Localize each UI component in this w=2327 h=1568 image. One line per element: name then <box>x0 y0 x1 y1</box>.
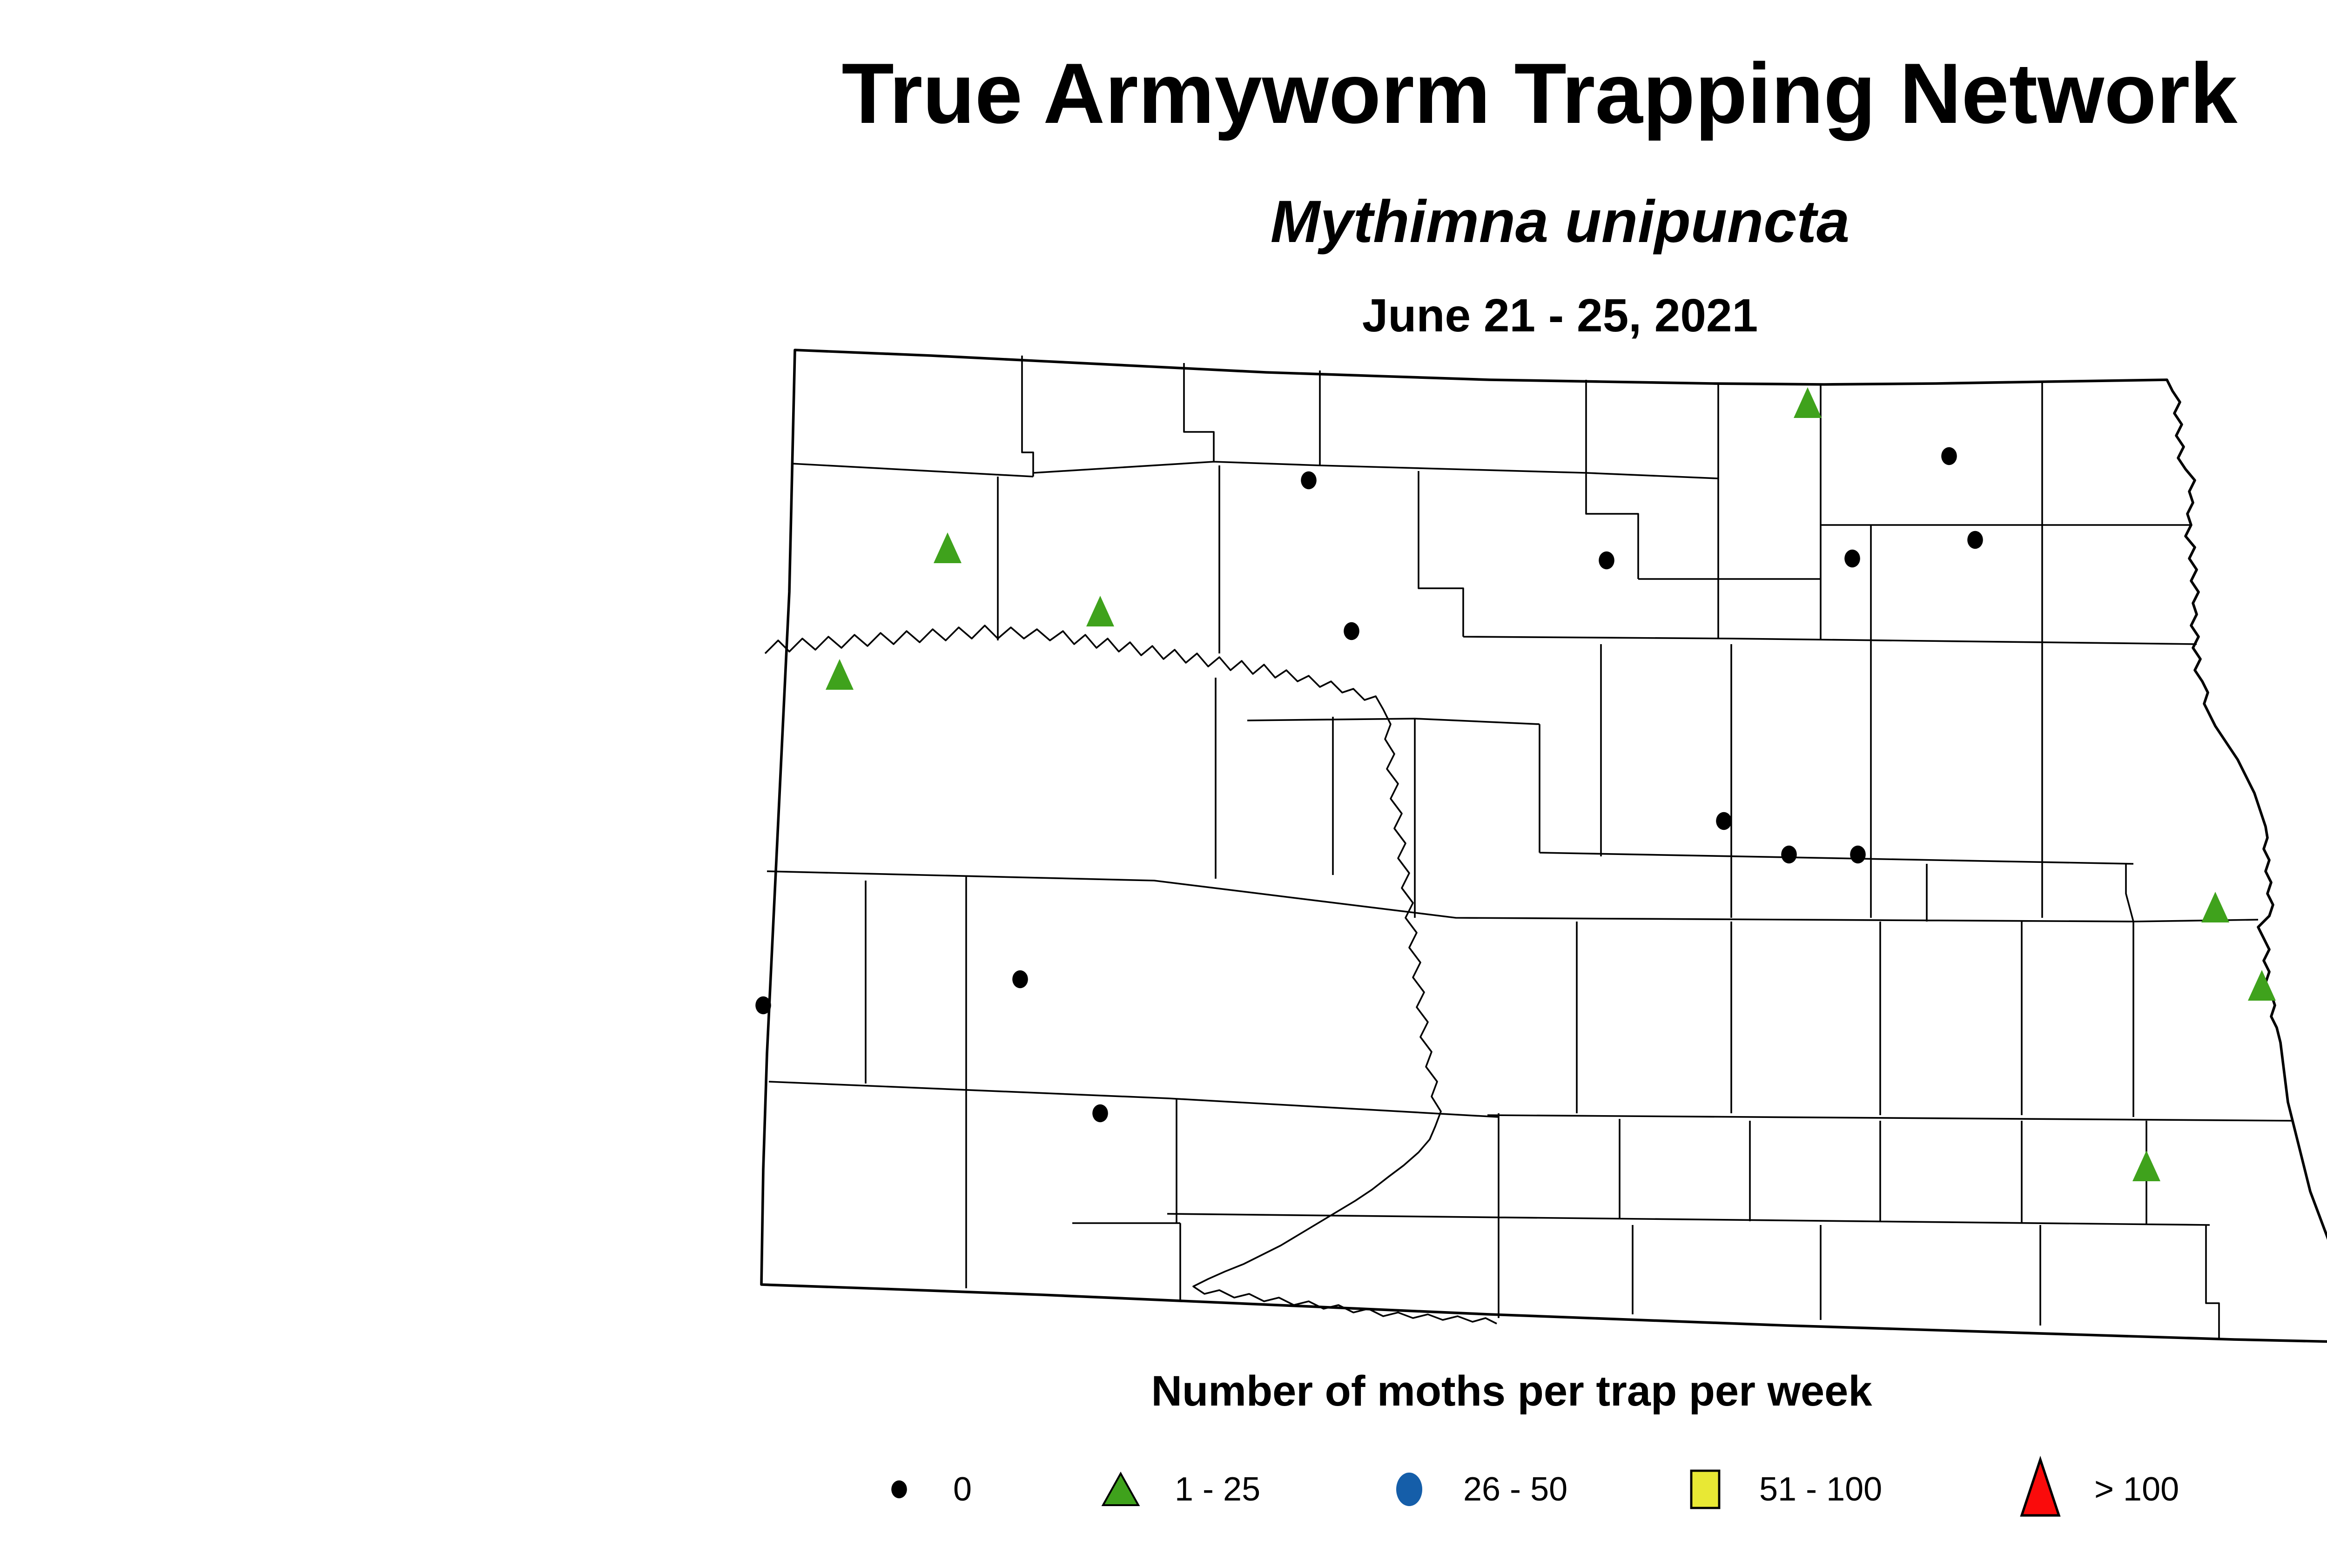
legend: 0 1 - 25 26 - 50 51 - 100 > 100 <box>0 1448 2327 1530</box>
legend-item-label: > 100 <box>2094 1470 2179 1507</box>
legend-title: Number of moths per trap per week <box>1151 1366 1872 1415</box>
legend-item-label: 0 <box>953 1470 972 1507</box>
trap-site-low-count-triangle-icon <box>934 532 962 563</box>
trap-site-zero-dot-icon <box>1344 622 1359 640</box>
date-range: June 21 - 25, 2021 <box>1362 290 1758 343</box>
page-title: True Armyworm Trapping Network <box>841 45 2238 141</box>
high-count-square-icon <box>1690 1469 1721 1509</box>
trap-site-zero-dot-icon <box>1301 471 1317 490</box>
legend-item: 0 <box>862 1448 972 1530</box>
trap-site-zero-dot-icon <box>1941 447 1957 465</box>
trap-site-low-count-triangle-icon <box>2201 892 2229 922</box>
legend-item: > 100 <box>2003 1448 2179 1530</box>
trap-site-zero-dot-icon <box>1092 1104 1108 1123</box>
trap-site-zero-dot-icon <box>755 996 771 1015</box>
trap-site-low-count-triangle-icon <box>2132 1151 2160 1181</box>
zero-dot-icon <box>891 1480 907 1499</box>
legend-item-label: 1 - 25 <box>1175 1470 1261 1507</box>
low-count-triangle-icon <box>1101 1471 1140 1506</box>
trap-site-zero-dot-icon <box>1012 970 1028 989</box>
very-high-count-triangle-icon <box>2020 1455 2061 1517</box>
mid-count-circle-icon <box>1396 1473 1422 1506</box>
state-outline <box>760 349 2327 1343</box>
legend-item-label: 26 - 50 <box>1463 1470 1568 1507</box>
trap-site-markers <box>755 387 2276 1181</box>
missouri-river <box>764 625 1497 1325</box>
legend-item: 1 - 25 <box>1083 1448 1260 1530</box>
trap-site-low-count-triangle-icon <box>826 659 854 690</box>
trap-site-zero-dot-icon <box>1716 812 1732 830</box>
species-subtitle: Mythimna unipuncta <box>1270 188 1850 255</box>
trap-site-zero-dot-icon <box>1844 549 1860 568</box>
legend-item: 26 - 50 <box>1372 1448 1567 1530</box>
trap-site-low-count-triangle-icon <box>2248 970 2276 1001</box>
trap-site-zero-dot-icon <box>1781 845 1797 864</box>
legend-item-label: 51 - 100 <box>1759 1470 1883 1507</box>
county-boundaries <box>767 356 2292 1339</box>
trap-site-low-count-triangle-icon <box>1794 387 1822 418</box>
trap-site-zero-dot-icon <box>1967 531 1983 549</box>
trap-site-low-count-triangle-icon <box>1086 596 1114 626</box>
trap-site-zero-dot-icon <box>1850 845 1866 864</box>
trap-site-zero-dot-icon <box>1599 551 1614 570</box>
legend-item: 51 - 100 <box>1668 1448 1882 1530</box>
